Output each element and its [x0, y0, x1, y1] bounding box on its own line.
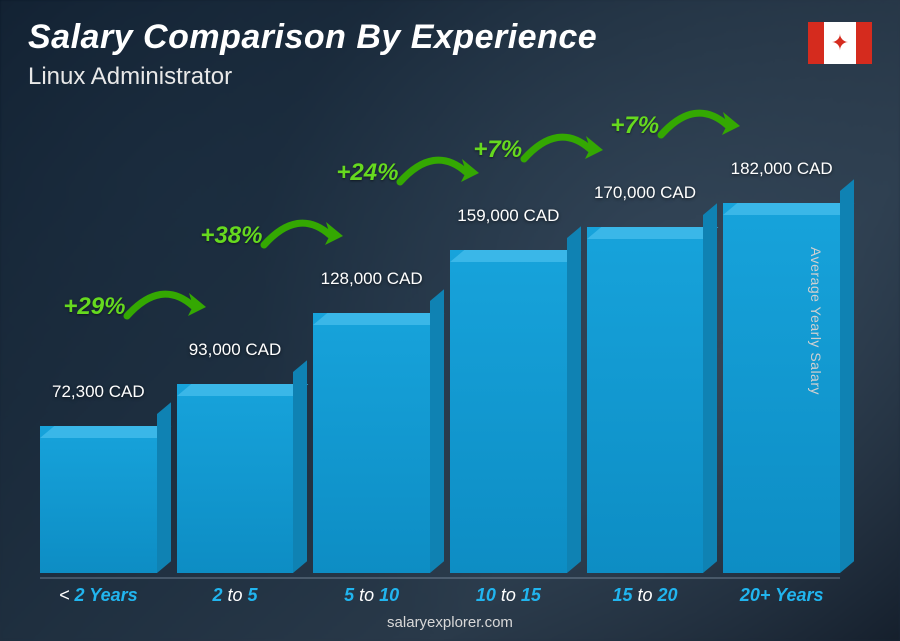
bar: [177, 384, 294, 573]
growth-percent-label: +7%: [610, 112, 659, 140]
footer-attribution: salaryexplorer.com: [0, 614, 900, 631]
bar: [450, 250, 567, 573]
growth-annotation: +38%: [200, 211, 348, 261]
x-axis-category: 2 to 5: [177, 585, 294, 603]
bar: [40, 426, 157, 573]
growth-percent-label: +38%: [200, 222, 262, 250]
growth-percent-label: +7%: [473, 136, 522, 164]
salary-value-label: 182,000 CAD: [731, 159, 833, 179]
bar: [313, 313, 430, 573]
salary-value-label: 128,000 CAD: [321, 269, 423, 289]
growth-percent-label: +29%: [63, 293, 125, 321]
growth-arrow-icon: [518, 125, 608, 175]
x-axis-category: 20+ Years: [723, 585, 840, 603]
growth-annotation: +7%: [610, 101, 745, 151]
bar: [587, 227, 704, 573]
growth-arrow-icon: [258, 211, 348, 261]
header: Salary Comparison By Experience Linux Ad…: [28, 18, 872, 91]
bar-slot: 72,300 CAD: [40, 426, 157, 573]
bar-slot: 159,000 CAD: [450, 250, 567, 573]
x-axis: < 2 Years 2 to 5 5 to 10 10 to 15 15 to 20 20…: [40, 577, 840, 603]
country-flag-icon: ✦: [808, 22, 872, 64]
page-subtitle: Linux Administrator: [28, 63, 872, 91]
bar-slot: 93,000 CAD: [177, 384, 294, 573]
salary-value-label: 72,300 CAD: [52, 382, 145, 402]
growth-arrow-icon: [655, 101, 745, 151]
growth-percent-label: +24%: [336, 159, 398, 187]
bar-slot: 170,000 CAD: [587, 227, 704, 573]
y-axis-label: Average Yearly Salary: [808, 247, 824, 395]
x-axis-category: 10 to 15: [450, 585, 567, 603]
salary-value-label: 159,000 CAD: [457, 206, 559, 226]
growth-annotation: +7%: [473, 125, 608, 175]
growth-annotation: +29%: [63, 282, 211, 332]
x-axis-category: 5 to 10: [313, 585, 430, 603]
growth-arrow-icon: [121, 282, 211, 332]
salary-value-label: 93,000 CAD: [189, 340, 282, 360]
x-axis-category: 15 to 20: [587, 585, 704, 603]
bar-slot: 128,000 CAD: [313, 313, 430, 573]
salary-value-label: 170,000 CAD: [594, 183, 696, 203]
x-axis-category: < 2 Years: [40, 585, 157, 603]
salary-bar-chart: 72,300 CAD93,000 CAD128,000 CAD159,000 C…: [40, 125, 840, 573]
page-title: Salary Comparison By Experience: [28, 18, 872, 57]
growth-annotation: +24%: [336, 148, 484, 198]
growth-arrow-icon: [394, 148, 484, 198]
maple-leaf-icon: ✦: [831, 32, 849, 54]
